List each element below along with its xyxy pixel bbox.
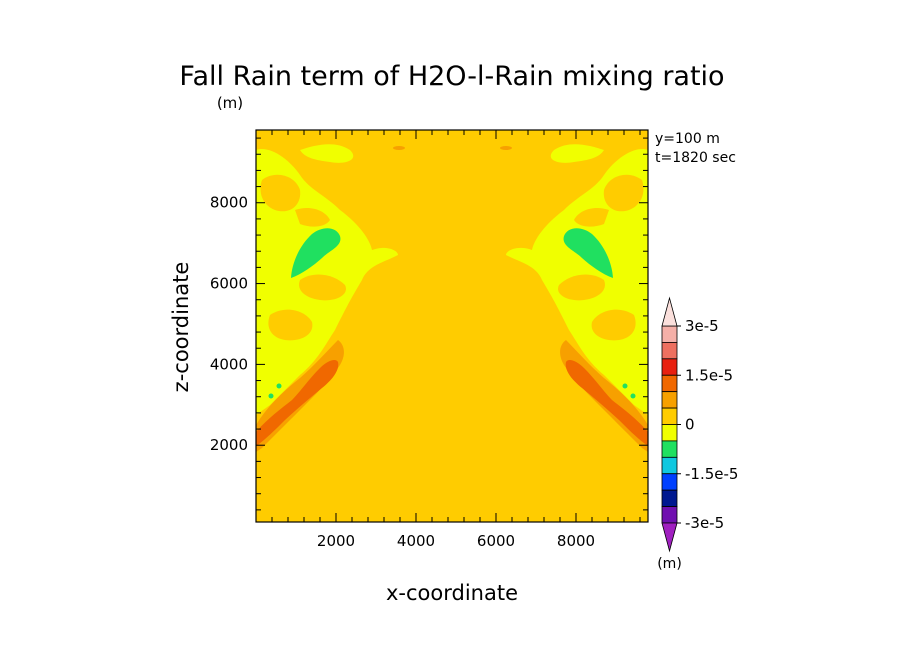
- plot-frame: [255, 129, 649, 523]
- x-axis-label: x-coordinate: [386, 581, 518, 605]
- right-orange-blob-a: [603, 174, 644, 212]
- right-orange-blob-c: [591, 309, 636, 341]
- axes: 2000 4000 6000 8000 2000 4000 6000 8000: [210, 130, 648, 550]
- annotation-y: y=100 m: [655, 131, 720, 147]
- x-tick-label: 6000: [477, 532, 515, 550]
- right-green-dot-b: [630, 393, 636, 399]
- colorbar-label: -3e-5: [685, 514, 724, 532]
- right-red-band: [565, 360, 648, 446]
- right-green-blob: [563, 228, 613, 278]
- left-green-dot-b: [268, 393, 274, 399]
- y-tick-label: 8000: [210, 194, 248, 212]
- colorbar-label: 1.5e-5: [685, 366, 733, 384]
- right-green-dot-a: [622, 383, 628, 389]
- x-tick-label: 8000: [557, 532, 595, 550]
- colorbar-swatch: [661, 342, 678, 360]
- colorbar-swatch: [661, 374, 678, 393]
- colorbar-swatch: [661, 424, 678, 442]
- left-features: [256, 144, 398, 452]
- colorbar-swatch: [661, 456, 678, 475]
- colorbar-swatch: [661, 506, 678, 524]
- x-tick-label: 2000: [317, 532, 355, 550]
- y-tick-label: 6000: [210, 275, 248, 293]
- x-tick-label: 4000: [397, 532, 435, 550]
- right-upper-lobe: [550, 144, 604, 163]
- left-orange-blob-b: [299, 274, 346, 301]
- top-mark-right: [500, 146, 512, 150]
- left-orange-blob-c: [268, 309, 313, 341]
- colorbar-unit: (m): [657, 556, 682, 572]
- colorbar-swatch: [661, 473, 678, 491]
- left-red-band: [256, 360, 339, 446]
- left-orange-blob-a: [260, 174, 301, 212]
- y-tick-label: 4000: [210, 355, 248, 373]
- colorbar-swatch: [661, 358, 678, 376]
- colorbar-swatch: [661, 489, 678, 507]
- left-orange-blob-d: [295, 208, 330, 227]
- right-features: [506, 144, 648, 452]
- top-mark-left: [393, 146, 405, 150]
- annotation-t: t=1820 sec: [655, 150, 736, 166]
- colorbar-bottom-arrow: [661, 522, 678, 553]
- right-orange-blob-b: [558, 274, 605, 301]
- colorbar-swatch: [661, 440, 678, 458]
- colorbar: 3e-5 1.5e-5 0 -1.5e-5 -3e-5 (m): [657, 296, 738, 572]
- colorbar-top-arrow: [661, 296, 678, 327]
- plot-area: [255, 129, 649, 523]
- y-tick-label: 2000: [210, 436, 248, 454]
- colorbar-label: -1.5e-5: [685, 465, 738, 483]
- right-orange-blob-d: [574, 208, 609, 227]
- y-axis-label: z-coordinate: [169, 262, 193, 393]
- colorbar-label: 0: [685, 416, 695, 434]
- colorbar-label: 3e-5: [685, 317, 719, 335]
- colorbar-swatch: [661, 407, 678, 425]
- colorbar-swatch: [661, 325, 678, 343]
- colorbar-swatch: [661, 391, 678, 409]
- left-upper-lobe: [300, 144, 354, 163]
- left-green-dot-a: [276, 383, 282, 389]
- units-label: (m): [217, 94, 243, 112]
- chart-title: Fall Rain term of H2O-l-Rain mixing rati…: [179, 61, 724, 92]
- left-green-blob: [291, 228, 341, 278]
